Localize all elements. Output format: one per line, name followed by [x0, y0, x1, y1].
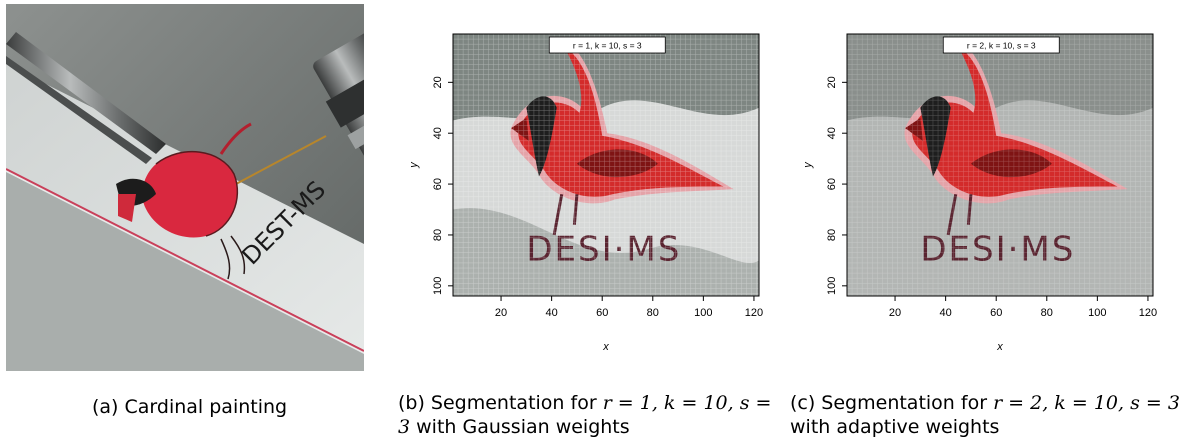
background-dark-cluster	[847, 34, 1153, 121]
x-tick-label: 100	[1088, 307, 1106, 319]
bird-beak-cluster	[511, 117, 529, 141]
x-axis-label: x	[996, 341, 1003, 353]
x-axis-label: x	[602, 341, 609, 353]
plot-frame	[846, 33, 1154, 297]
caption-c: (c) Segmentation for r = 2, k = 10, s = …	[790, 391, 1182, 439]
x-tick-label: 60	[596, 307, 608, 319]
painted-text-cluster: DESI·MS	[526, 229, 681, 269]
legend-box	[942, 36, 1060, 54]
caption-b-math: r = 1, k = 10, s = 3	[398, 392, 772, 438]
x-tick-label: 20	[495, 307, 507, 319]
pixel-grid	[453, 34, 759, 296]
bird-wing-cluster	[576, 149, 658, 178]
caption-c-prefix: (c) Segmentation for	[790, 392, 988, 414]
x-tick-label: 60	[990, 307, 1002, 319]
y-tick-label: 60	[432, 178, 444, 190]
pixel-grid	[847, 34, 1153, 296]
segmentation-plot-gaussian: DESI·MS 20 40 60 80 100 120 20 40 60 80 100 x y r = 1,…	[408, 33, 763, 353]
y-tick-label: 20	[826, 76, 838, 88]
cardinal-photo-illustration: DEST-MS	[6, 4, 364, 371]
x-tick-label: 20	[889, 307, 901, 319]
background-mid-cluster	[453, 208, 759, 296]
y-axis-label: y	[802, 161, 814, 169]
y-tick-label: 40	[432, 127, 444, 139]
legend-label: r = 2, k = 10, s = 3	[967, 41, 1036, 51]
x-tick-label: 80	[647, 307, 659, 319]
x-tick-label: 120	[1139, 307, 1157, 319]
y-axis-label: y	[408, 161, 420, 169]
painted-cardinal-icon	[116, 122, 252, 280]
caption-b-prefix: (b) Segmentation for	[398, 392, 597, 414]
plot-frame	[452, 33, 760, 297]
bird-red-cluster	[912, 46, 1118, 197]
bird-mask-cluster	[526, 96, 557, 177]
bird-legs-cluster	[946, 193, 973, 236]
segmentation-plot-adaptive: DESI·MS 20 40 60 80 100 120 20 40 60 80 100 x y r = 2,…	[802, 33, 1157, 353]
background-dark-cluster	[453, 34, 759, 121]
y-tick-label: 80	[826, 229, 838, 241]
y-tick-label: 20	[432, 76, 444, 88]
y-tick-label: 100	[432, 277, 444, 295]
caption-c-suffix: with adaptive weights	[790, 416, 1000, 438]
bird-wing-cluster	[970, 149, 1052, 178]
heatmap-cells: DESI·MS	[453, 34, 759, 296]
caption-a: (a) Cardinal painting	[92, 395, 287, 419]
x-tick-label: 40	[546, 307, 558, 319]
bird-mask-cluster	[920, 96, 951, 177]
painted-text-cluster: DESI·MS	[920, 229, 1075, 269]
legend-label: r = 1, k = 10, s = 3	[573, 41, 642, 51]
y-tick-label: 100	[826, 277, 838, 295]
heatmap-cells: DESI·MS	[847, 34, 1153, 296]
legend-box	[548, 36, 666, 54]
bird-beak-cluster	[905, 117, 923, 141]
caption-c-math: r = 2, k = 10, s = 3	[993, 392, 1180, 414]
caption-b-suffix: with Gaussian weights	[416, 416, 630, 438]
x-tick-label: 120	[745, 307, 763, 319]
bird-red-cluster	[518, 46, 724, 197]
x-tick-label: 80	[1041, 307, 1053, 319]
y-tick-label: 40	[826, 127, 838, 139]
caption-a-text: (a) Cardinal painting	[92, 396, 288, 418]
caption-b: (b) Segmentation for r = 1, k = 10, s = …	[398, 391, 786, 439]
x-tick-label: 40	[940, 307, 952, 319]
x-tick-label: 100	[694, 307, 712, 319]
cardinal-photo: DEST-MS	[6, 4, 364, 371]
y-tick-label: 60	[826, 178, 838, 190]
bird-legs-cluster	[552, 193, 579, 236]
y-tick-label: 80	[432, 229, 444, 241]
